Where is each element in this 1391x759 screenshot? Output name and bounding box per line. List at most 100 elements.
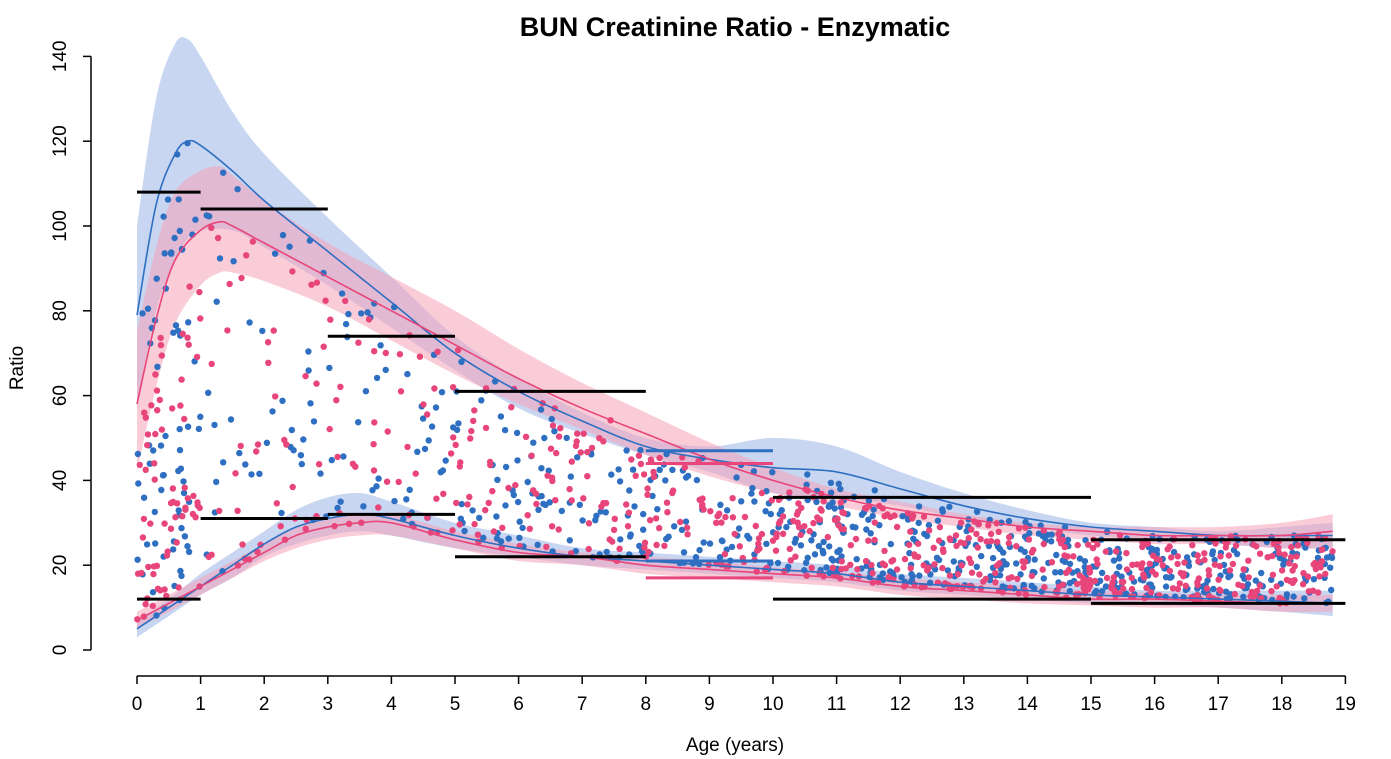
data-point-pink [1194, 552, 1201, 559]
data-point-blue [597, 508, 604, 515]
data-point-blue [738, 498, 745, 505]
data-point-blue [826, 543, 833, 550]
data-point-pink [163, 592, 170, 600]
data-point-pink [606, 536, 613, 543]
data-point-blue [143, 541, 151, 548]
data-point-blue [297, 452, 305, 459]
data-point-pink [632, 472, 639, 479]
data-point-pink [190, 492, 197, 500]
data-point-blue [853, 556, 860, 563]
data-point-blue [406, 486, 413, 493]
data-point-blue [513, 429, 521, 437]
data-point-pink [1275, 549, 1283, 557]
data-point-blue [1021, 548, 1028, 556]
data-point-pink [396, 351, 404, 358]
data-point-pink [1180, 573, 1187, 580]
data-point-pink [505, 484, 512, 492]
data-point-pink [1305, 588, 1313, 595]
data-point-blue [551, 428, 558, 435]
data-point-pink [371, 348, 378, 355]
data-point-pink [584, 448, 591, 456]
data-point-pink [1005, 540, 1012, 547]
data-point-pink [795, 500, 802, 507]
data-point-pink [920, 513, 928, 520]
data-point-blue [493, 513, 500, 520]
data-point-blue [1022, 518, 1029, 526]
data-point-pink [1278, 567, 1286, 574]
data-point-pink [239, 541, 246, 548]
data-point-pink [752, 522, 759, 530]
data-point-blue [921, 530, 928, 538]
data-point-blue [867, 530, 874, 537]
data-point-blue [149, 589, 157, 596]
data-point-pink [1061, 543, 1069, 551]
data-point-pink [1140, 571, 1147, 578]
pink-upper-curve [136, 220, 1333, 537]
data-point-pink [253, 448, 260, 455]
data-point-blue [783, 523, 790, 531]
data-point-blue [1170, 548, 1178, 556]
data-point-blue [242, 461, 249, 468]
data-point-blue [797, 542, 805, 549]
data-point-blue [1310, 576, 1318, 583]
data-point-pink [1070, 553, 1077, 560]
data-point-pink [149, 602, 156, 610]
x-tick-label: 10 [762, 694, 783, 715]
data-point-blue [494, 476, 501, 483]
data-point-blue [480, 534, 487, 541]
data-point-pink [453, 499, 460, 507]
data-point-pink [957, 519, 965, 526]
data-point-blue [458, 500, 465, 508]
data-point-pink [157, 587, 164, 594]
data-point-blue [428, 423, 436, 430]
data-point-blue [171, 234, 178, 242]
data-point-pink [148, 402, 155, 409]
data-point-pink [920, 562, 927, 569]
data-point-pink [699, 501, 706, 508]
data-point-pink [1083, 583, 1091, 591]
data-point-blue [541, 434, 548, 442]
data-point-pink [954, 571, 962, 578]
data-point-pink [817, 505, 824, 513]
data-point-pink [1217, 553, 1224, 560]
data-point-blue [176, 425, 183, 433]
data-point-blue [442, 457, 449, 464]
data-point-blue [774, 559, 782, 567]
data-point-pink [313, 279, 321, 286]
data-point-blue [286, 243, 293, 250]
x-tick-label: 8 [641, 694, 652, 715]
data-point-pink [157, 341, 165, 349]
data-point-blue [1092, 587, 1100, 595]
data-point-blue [524, 478, 531, 486]
data-point-pink [1055, 530, 1062, 538]
data-point-blue [1225, 573, 1232, 581]
data-point-pink [585, 545, 592, 553]
data-point-pink [891, 512, 898, 519]
data-point-pink [772, 547, 780, 554]
data-point-blue [1116, 563, 1123, 570]
data-point-blue [1118, 573, 1125, 580]
data-point-blue [157, 442, 165, 449]
data-point-pink [1056, 536, 1063, 543]
data-point-pink [1316, 561, 1324, 568]
data-point-pink [1281, 551, 1288, 558]
data-point-pink [1169, 585, 1177, 592]
data-point-pink [315, 461, 323, 468]
data-point-pink [1015, 590, 1022, 597]
data-point-blue [574, 454, 581, 461]
reference-intervals [137, 190, 1346, 605]
blue-upper-curve [136, 139, 1333, 537]
data-point-pink [940, 548, 947, 555]
data-point-pink [1319, 546, 1326, 553]
data-point-blue [1098, 588, 1106, 595]
data-point-blue [925, 521, 933, 529]
data-point-pink [1256, 550, 1264, 557]
data-point-pink [1123, 566, 1131, 573]
data-point-pink [467, 435, 474, 442]
x-tick-label: 19 [1335, 694, 1356, 715]
data-point-blue [616, 478, 624, 485]
data-point-pink [468, 427, 475, 435]
data-point-pink [580, 495, 587, 502]
data-point-blue [438, 389, 446, 396]
data-point-blue [629, 466, 637, 473]
